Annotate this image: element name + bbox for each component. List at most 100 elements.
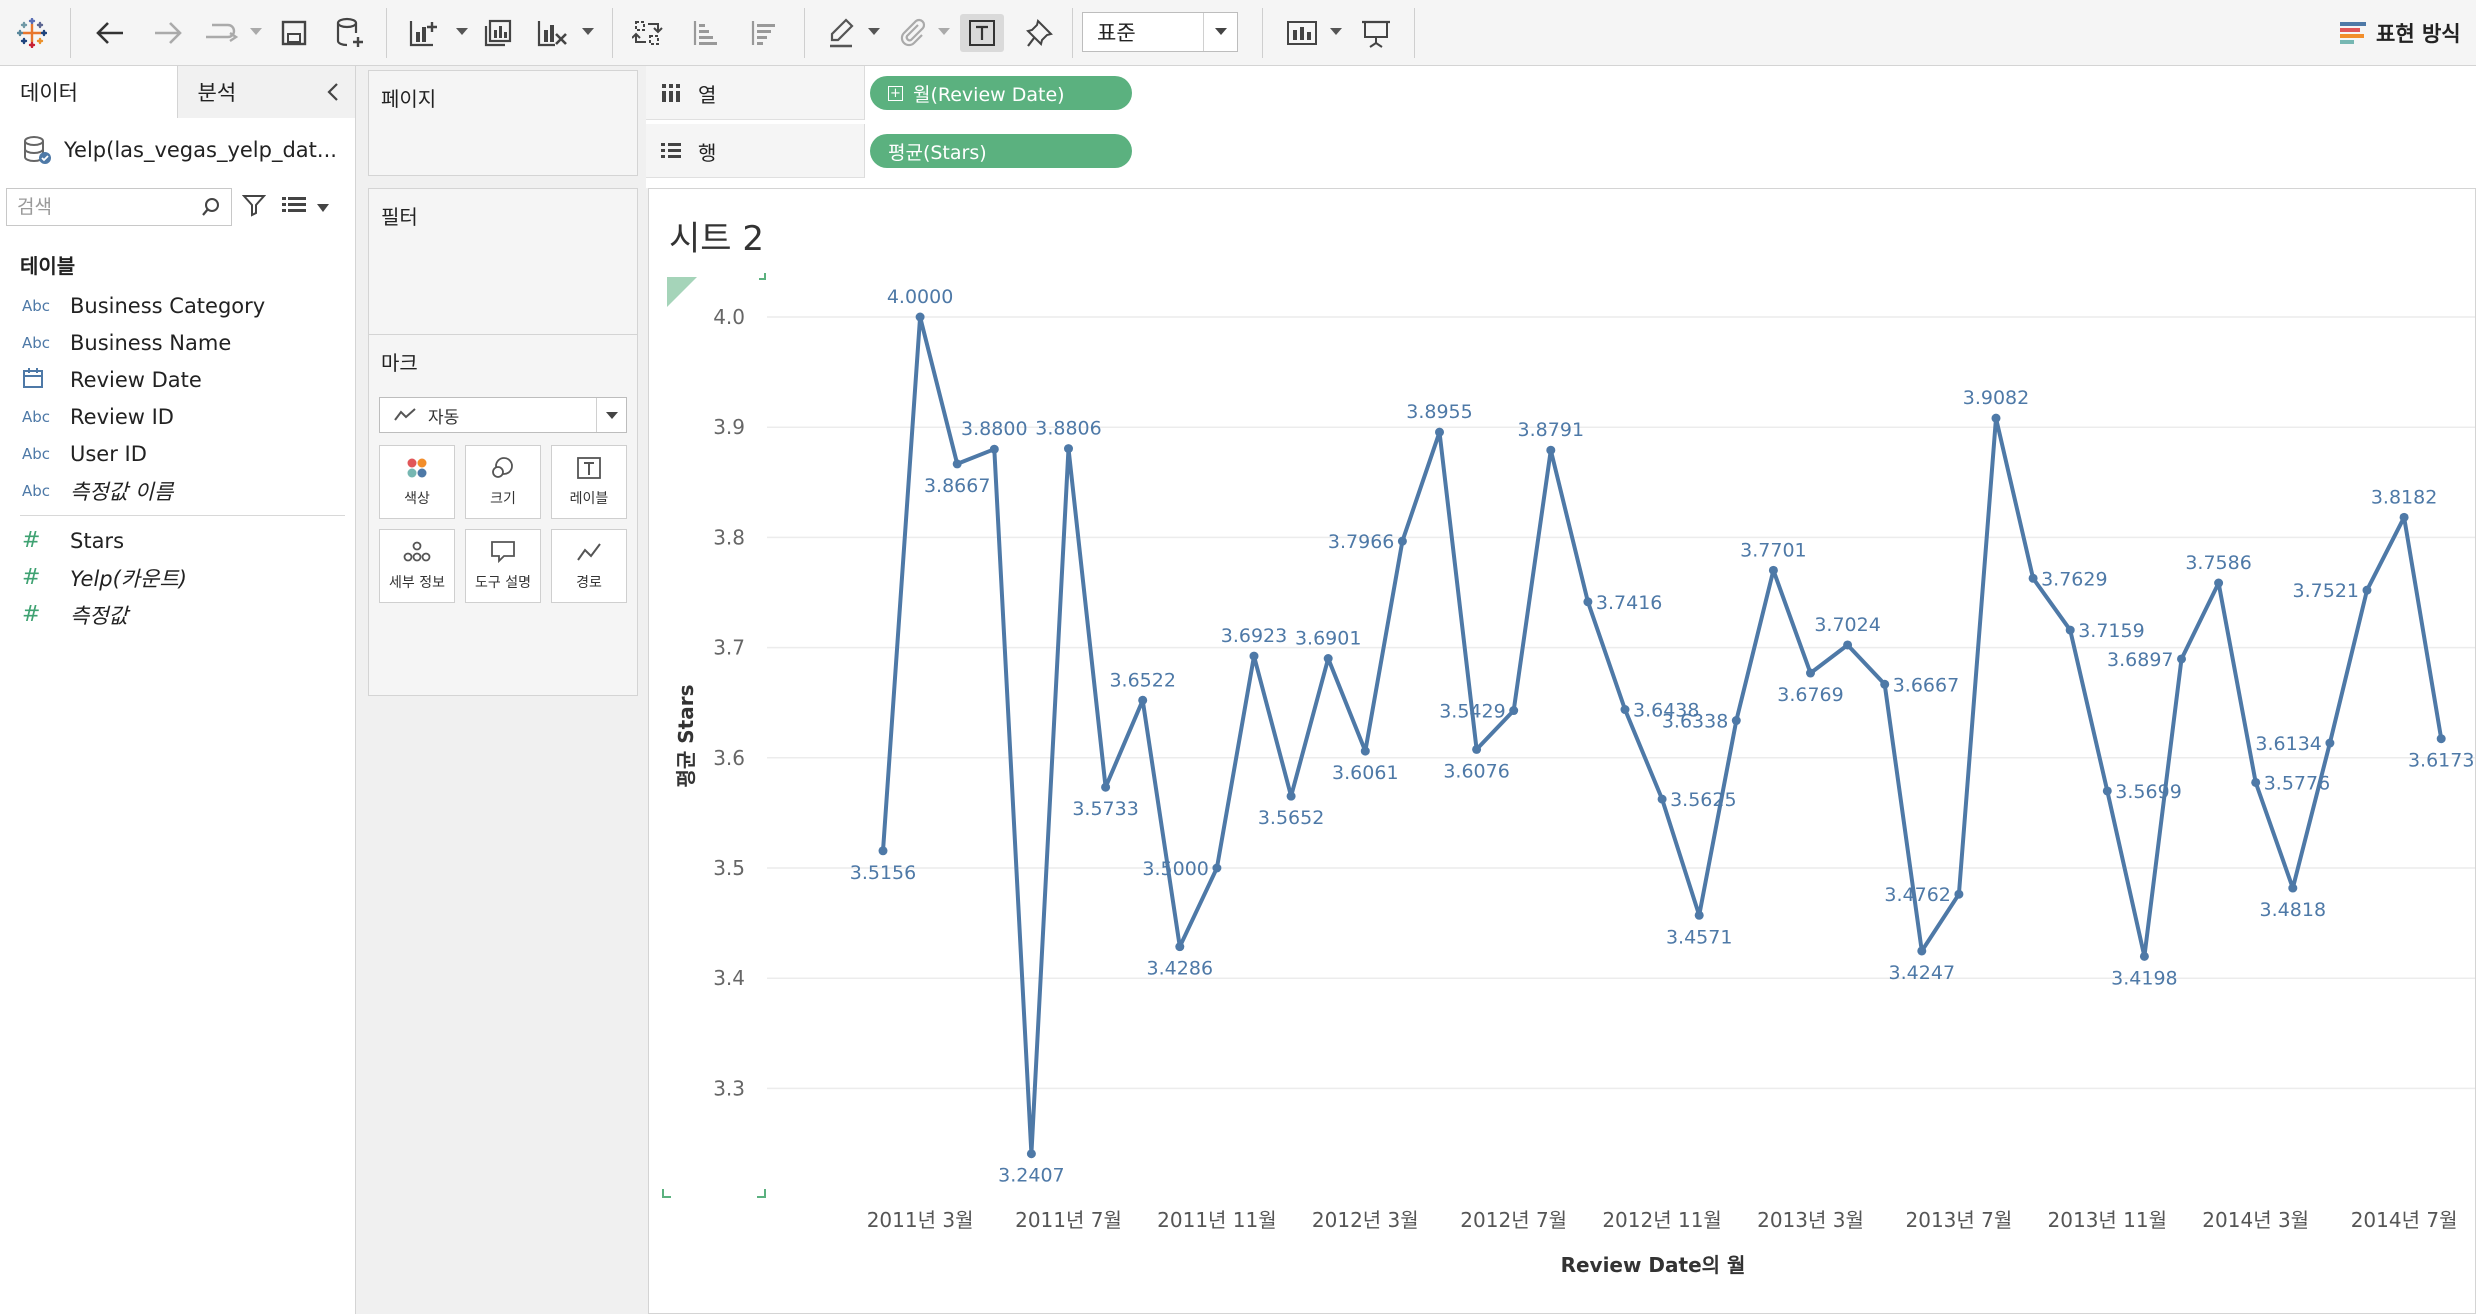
- data-point[interactable]: [1657, 794, 1667, 804]
- data-point[interactable]: [1360, 746, 1370, 756]
- new-worksheet-icon[interactable]: [404, 14, 444, 52]
- data-point[interactable]: [1509, 706, 1519, 716]
- fit-select[interactable]: 표준: [1082, 12, 1238, 52]
- data-point[interactable]: [1917, 946, 1927, 956]
- columns-pill[interactable]: + 월(Review Date): [870, 76, 1132, 110]
- group-members-icon[interactable]: [892, 14, 932, 52]
- data-point[interactable]: [2177, 654, 2186, 664]
- redo-icon[interactable]: [148, 14, 188, 52]
- data-point[interactable]: [2399, 512, 2409, 522]
- color-button[interactable]: 색상: [379, 445, 455, 519]
- data-point[interactable]: [1472, 744, 1482, 754]
- data-point[interactable]: [989, 444, 999, 454]
- swap-rows-columns-icon[interactable]: [628, 14, 668, 52]
- tableau-logo-icon[interactable]: [14, 14, 50, 52]
- field-stars[interactable]: # Stars: [0, 522, 355, 559]
- data-point[interactable]: [2436, 734, 2446, 744]
- data-point[interactable]: [1101, 782, 1111, 792]
- data-point[interactable]: [2251, 777, 2261, 787]
- data-point[interactable]: [1583, 597, 1593, 607]
- data-point[interactable]: [1880, 679, 1890, 689]
- sort-ascending-icon[interactable]: [686, 14, 726, 52]
- chevron-down-icon[interactable]: [1203, 13, 1237, 51]
- filter-icon[interactable]: [241, 193, 267, 221]
- data-point[interactable]: [2362, 585, 2372, 595]
- rows-drop-area[interactable]: [864, 124, 2476, 178]
- field-review-id[interactable]: Abc Review ID: [0, 398, 355, 435]
- rows-pill[interactable]: 평균(Stars): [870, 134, 1132, 168]
- field-measure-names[interactable]: Abc 측정값 이름: [0, 472, 355, 509]
- tab-analytics[interactable]: 분석: [177, 66, 355, 118]
- sheet-title[interactable]: 시트 2: [669, 219, 764, 259]
- data-point[interactable]: [2325, 738, 2335, 748]
- data-point[interactable]: [878, 846, 888, 856]
- field-yelp-count[interactable]: # Yelp(카운트): [0, 559, 355, 596]
- data-point[interactable]: [1175, 942, 1185, 952]
- view-options-chevron-icon[interactable]: [316, 198, 330, 217]
- detail-button[interactable]: 세부 정보: [379, 529, 455, 603]
- pages-shelf[interactable]: 페이지: [368, 70, 638, 176]
- chevron-down-icon[interactable]: [596, 398, 626, 432]
- data-point[interactable]: [1620, 705, 1630, 715]
- data-point[interactable]: [1991, 413, 2001, 423]
- show-mark-labels-icon[interactable]: [960, 14, 1004, 52]
- data-label: 3.5652: [1258, 807, 1324, 829]
- label-button[interactable]: 레이블: [551, 445, 627, 519]
- show-cards-icon[interactable]: [1282, 14, 1322, 52]
- data-point[interactable]: [1212, 863, 1222, 873]
- field-measure-values[interactable]: # 측정값: [0, 596, 355, 633]
- data-point[interactable]: [1768, 565, 1778, 575]
- data-point[interactable]: [2102, 786, 2112, 796]
- data-point[interactable]: [2065, 625, 2075, 635]
- data-point[interactable]: [1138, 695, 1148, 705]
- data-point[interactable]: [2028, 573, 2038, 583]
- data-point[interactable]: [2139, 951, 2149, 961]
- replay-icon[interactable]: [200, 14, 244, 52]
- field-user-id[interactable]: Abc User ID: [0, 435, 355, 472]
- datasource-item[interactable]: Yelp(las_vegas_yelp_dat...: [0, 118, 355, 182]
- field-business-category[interactable]: Abc Business Category: [0, 287, 355, 324]
- sort-descending-icon[interactable]: [744, 14, 784, 52]
- data-point[interactable]: [1435, 427, 1444, 437]
- path-button[interactable]: 경로: [551, 529, 627, 603]
- new-datasource-icon[interactable]: [330, 14, 370, 52]
- marks-type-select[interactable]: 자동: [379, 397, 627, 433]
- highlight-icon[interactable]: [822, 14, 862, 52]
- data-point[interactable]: [2288, 883, 2298, 893]
- data-point[interactable]: [1694, 910, 1704, 920]
- data-point[interactable]: [952, 459, 962, 469]
- fix-axes-pin-icon[interactable]: [1020, 14, 1060, 52]
- presentation-mode-icon[interactable]: [1356, 14, 1396, 52]
- data-point[interactable]: [1249, 651, 1259, 661]
- data-point[interactable]: [1286, 791, 1296, 801]
- data-point[interactable]: [1546, 445, 1556, 455]
- data-point[interactable]: [1731, 716, 1741, 726]
- field-review-date[interactable]: Review Date: [0, 361, 355, 398]
- size-button[interactable]: 크기: [465, 445, 541, 519]
- columns-icon: [662, 84, 680, 102]
- save-icon[interactable]: [274, 14, 314, 52]
- show-me-button[interactable]: 표현 방식: [2340, 14, 2461, 52]
- data-point[interactable]: [1026, 1149, 1036, 1159]
- data-point[interactable]: [915, 312, 925, 322]
- data-point[interactable]: [1806, 668, 1815, 678]
- search-input[interactable]: [17, 196, 201, 218]
- duplicate-sheet-icon[interactable]: [478, 14, 518, 52]
- columns-drop-area[interactable]: [864, 66, 2476, 120]
- expand-plus-icon[interactable]: +: [888, 85, 903, 101]
- search-box[interactable]: [6, 188, 232, 226]
- clear-sheet-icon[interactable]: [532, 14, 572, 52]
- field-business-name[interactable]: Abc Business Name: [0, 324, 355, 361]
- tooltip-button[interactable]: 도구 설명: [465, 529, 541, 603]
- data-point[interactable]: [1064, 444, 1073, 454]
- chevron-left-icon[interactable]: [321, 80, 345, 104]
- data-point[interactable]: [1843, 640, 1853, 650]
- series-line[interactable]: [881, 315, 2444, 1156]
- tab-data[interactable]: 데이터: [0, 66, 178, 118]
- data-point[interactable]: [1954, 889, 1964, 899]
- data-point[interactable]: [1397, 536, 1407, 546]
- undo-icon[interactable]: [90, 14, 130, 52]
- view-list-icon[interactable]: [282, 195, 306, 219]
- data-point[interactable]: [2214, 578, 2224, 588]
- data-point[interactable]: [1323, 654, 1333, 664]
